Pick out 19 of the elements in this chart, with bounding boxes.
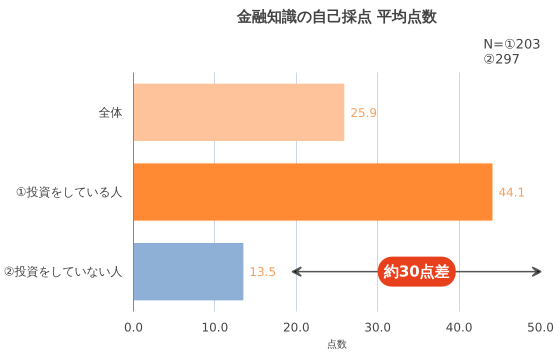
data-label: 44.1 <box>498 186 526 200</box>
text: N=①203 ②297 <box>483 38 541 68</box>
y-tick-label: ①投資をしている人 <box>16 185 123 199</box>
data-label: 13.5 <box>249 265 276 280</box>
annotation: 約30点差 <box>382 262 450 281</box>
chart-title: 金融知識の自己採点 平均点数 <box>236 8 438 26</box>
y-tick-label: ②投資をしていない人 <box>4 264 123 279</box>
x-tick-label: 50.0 <box>527 320 554 334</box>
x-tick-label: 40.0 <box>446 320 472 334</box>
x-tick-label: 30.0 <box>364 320 392 334</box>
x-tick-label: 10.0 <box>202 320 228 334</box>
x-tick-label: 20.0 <box>282 320 310 334</box>
x-axis-title: 点数 <box>327 338 347 350</box>
x-tick-label: 0.0 <box>124 320 144 334</box>
bar <box>134 242 244 300</box>
bar <box>134 163 492 221</box>
data-label: 25.9 <box>350 106 378 120</box>
y-tick-label: 全体 <box>98 105 122 120</box>
bar <box>134 84 344 142</box>
